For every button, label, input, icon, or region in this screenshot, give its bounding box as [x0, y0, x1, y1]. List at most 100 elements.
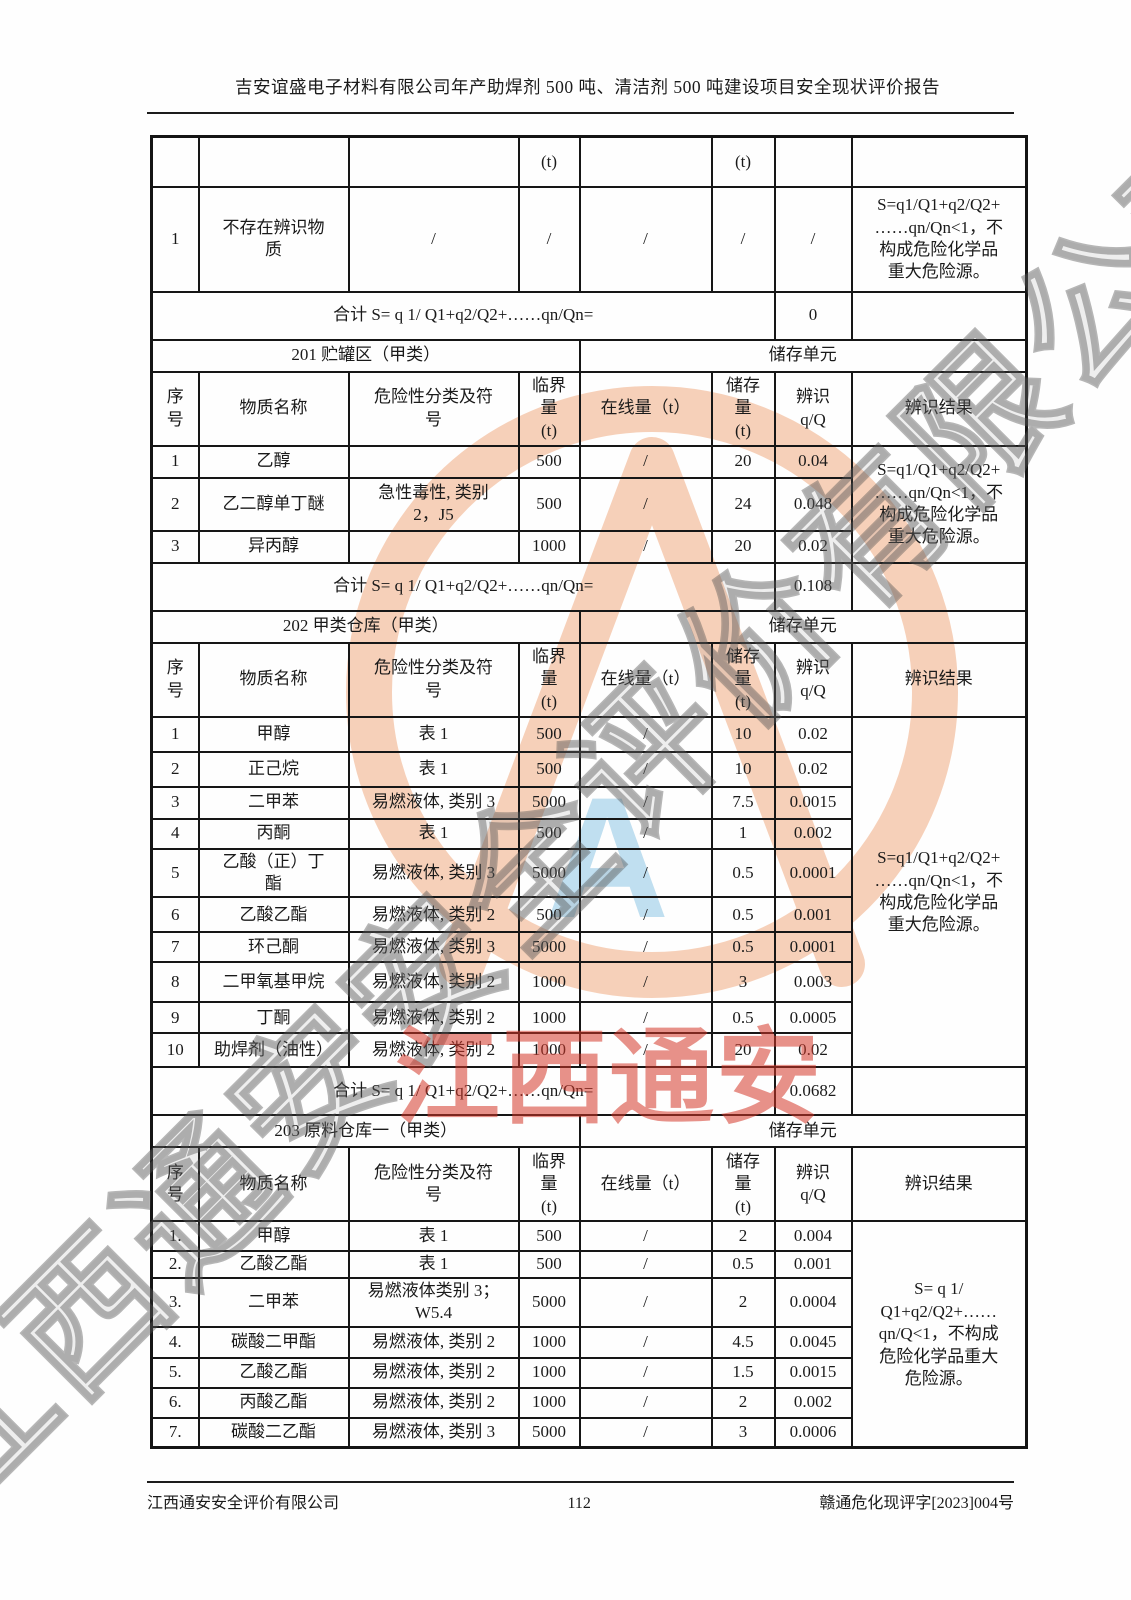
- row-no-cell: 3.: [150, 1276, 200, 1328]
- storage-qty-cell: 2: [710, 1276, 776, 1328]
- ratio-cell: 0.001: [773, 1250, 853, 1279]
- table-row: 1. 甲醇表 1 500/2 0.004 S= q 1/ Q1+q2/Q2+…… qn/…: [150, 1220, 1028, 1449]
- column-header-cell: 序 号: [150, 1146, 200, 1223]
- hazard-class-cell: 易燃液体, 类别 2: [347, 1001, 520, 1035]
- total-label-cell: 合计 S= q 1/ Q1+q2/Q2+……qn/Qn=: [150, 1066, 776, 1117]
- hazard-class-cell: 易燃液体, 类别 3: [347, 931, 520, 964]
- ratio-cell: /: [773, 185, 853, 293]
- row-no-cell: 7.: [150, 1416, 200, 1449]
- table-row: 1 甲醇表 1 500/10 0.02 S=q1/Q1+q2/Q2+ ……qn/Qn<1…: [150, 715, 1028, 1069]
- critical-qty-cell: 5000: [517, 931, 581, 964]
- hazard-class-cell: 易燃液体, 类别 3: [347, 785, 520, 820]
- total-row: 合计 S= q 1/ Q1+q2/Q2+……qn/Qn= 0: [150, 290, 1028, 341]
- column-header-cell: 辨识结果: [850, 1146, 1028, 1223]
- total-value-cell: 0.0682: [773, 1066, 853, 1117]
- footer-doc-number: 赣通危化现评字[2023]004号: [819, 1495, 1014, 1512]
- column-header-cell: 辨识结果: [850, 641, 1028, 718]
- substance-name-cell: 乙酸乙酯: [197, 1250, 350, 1279]
- section-title-cell: 203 原料仓库一（甲类）: [150, 1114, 581, 1149]
- storage-qty-cell: 1: [710, 817, 776, 850]
- header-divider: [147, 112, 1014, 114]
- hazard-class-cell: 易燃液体, 类别 3: [347, 1416, 520, 1449]
- storage-qty-cell: 10: [710, 750, 776, 788]
- critical-qty-cell: 1000: [517, 1032, 581, 1069]
- substance-name-cell: 乙酸乙酯: [197, 896, 350, 934]
- substance-name-cell: 二甲氧基甲烷: [197, 961, 350, 1004]
- partial-header-cell: [578, 135, 713, 188]
- critical-qty-cell: 500: [517, 896, 581, 934]
- substance-name-cell: 二甲苯: [197, 1276, 350, 1328]
- storage-qty-cell: /: [710, 185, 776, 293]
- total-value-cell: 0.108: [773, 561, 853, 612]
- column-header-row: 序 号物质名称 危险性分类及符 号临界 量 (t) 在线量（t） 储存 量 (t) 辨识…: [150, 641, 1028, 718]
- online-qty-cell: /: [578, 750, 713, 788]
- online-qty-cell: /: [578, 1220, 713, 1253]
- total-row: 合计 S= q 1/ Q1+q2/Q2+……qn/Qn= 0.108: [150, 561, 1028, 612]
- substance-name-cell: 甲醇: [197, 1220, 350, 1253]
- hazard-class-cell: /: [347, 185, 520, 293]
- critical-qty-cell: 5000: [517, 1416, 581, 1449]
- total-label-cell: 合计 S= q 1/ Q1+q2/Q2+……qn/Qn=: [150, 290, 776, 341]
- table-row: 2. 乙酸乙酯表 1 500/0.5 0.001: [150, 1250, 1027, 1279]
- footer-divider: [147, 1481, 1014, 1483]
- storage-qty-cell: 24: [710, 476, 776, 532]
- storage-unit-cell: 储存单元: [578, 338, 1028, 373]
- row-no-cell: 8: [150, 961, 200, 1004]
- substance-name-cell: 甲醇: [197, 715, 350, 753]
- page-title: 吉安谊盛电子材料有限公司年产助焊剂 500 吨、清洁剂 500 吨建设项目安全现…: [235, 77, 940, 97]
- ratio-cell: 0.0004: [773, 1276, 853, 1328]
- column-header-cell: 储存 量 (t): [710, 641, 776, 718]
- hazard-class-cell: 易燃液体, 类别 2: [347, 1325, 520, 1359]
- ratio-cell: 0.02: [773, 715, 853, 753]
- ratio-cell: 0.0045: [773, 1325, 853, 1359]
- storage-qty-cell: 20: [710, 1032, 776, 1069]
- column-header-cell: 储存 量 (t): [710, 370, 776, 447]
- hazard-class-cell: 易燃液体, 类别 3: [347, 847, 520, 899]
- critical-qty-cell: 500: [517, 817, 581, 850]
- online-qty-cell: /: [578, 715, 713, 753]
- hazard-class-cell: 易燃液体, 类别 2: [347, 1032, 520, 1069]
- partial-header-cell: [197, 135, 350, 188]
- column-header-cell: 临界 量 (t): [517, 370, 581, 447]
- row-no-cell: 2: [150, 476, 200, 532]
- substance-name-cell: 乙酸（正）丁 酯: [197, 847, 350, 899]
- substance-name-cell: 助焊剂（油性）: [197, 1032, 350, 1069]
- substance-name-cell: 乙醇: [197, 444, 350, 479]
- storage-qty-cell: 20: [710, 529, 776, 564]
- critical-qty-cell: 1000: [517, 961, 581, 1004]
- critical-qty-cell: 500: [517, 715, 581, 753]
- column-header-cell: 在线量（t）: [578, 641, 713, 718]
- hazard-class-cell: 急性毒性, 类别 2，J5: [347, 476, 520, 532]
- section-header-row: 202 甲类仓库（甲类） 储存单元: [150, 609, 1028, 644]
- hazard-class-cell: 表 1: [347, 715, 520, 753]
- ratio-cell: 0.0006: [773, 1416, 853, 1449]
- section-title-cell: 202 甲类仓库（甲类）: [150, 609, 581, 644]
- table-row: 4. 碳酸二甲酯 易燃液体, 类别 2 1000/4.5 0.0045: [150, 1325, 1027, 1359]
- row-no-cell: 5: [150, 847, 200, 899]
- storage-unit-cell: 储存单元: [578, 609, 1028, 644]
- footer-company: 江西通安安全评价有限公司: [147, 1495, 340, 1512]
- total-label-cell: 合计 S= q 1/ Q1+q2/Q2+……qn/Qn=: [150, 561, 776, 612]
- column-header-cell: 危险性分类及符 号: [347, 370, 520, 447]
- online-qty-cell: /: [578, 961, 713, 1004]
- partial-header-cell: [850, 135, 1028, 188]
- online-qty-cell: /: [578, 185, 713, 293]
- online-qty-cell: /: [578, 817, 713, 850]
- ratio-cell: 0.02: [773, 750, 853, 788]
- row-no-cell: 1.: [150, 1220, 200, 1253]
- online-qty-cell: /: [578, 1276, 713, 1328]
- storage-qty-cell: 0.5: [710, 896, 776, 934]
- ratio-cell: 0.002: [773, 1386, 853, 1419]
- partial-header-cell: (t): [517, 135, 581, 188]
- substance-name-cell: 丁酮: [197, 1001, 350, 1035]
- online-qty-cell: /: [578, 1001, 713, 1035]
- storage-qty-cell: 3: [710, 1416, 776, 1449]
- partial-header-cell: [150, 135, 200, 188]
- row-no-cell: 4.: [150, 1325, 200, 1359]
- online-qty-cell: /: [578, 476, 713, 532]
- critical-qty-cell: 5000: [517, 847, 581, 899]
- substance-name-cell: 二甲苯: [197, 785, 350, 820]
- substance-name-cell: 异丙醇: [197, 529, 350, 564]
- ratio-cell: 0.004: [773, 1220, 853, 1253]
